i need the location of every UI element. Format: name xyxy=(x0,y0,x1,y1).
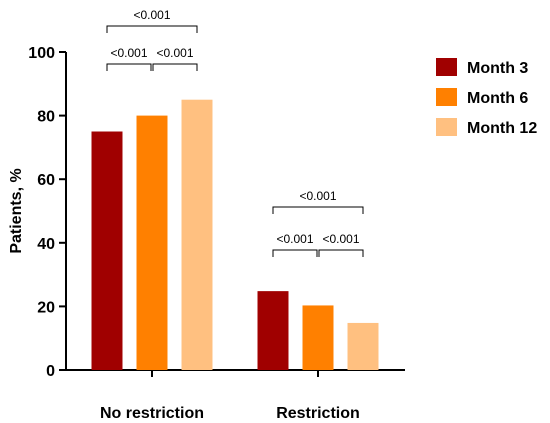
legend-swatch xyxy=(436,58,457,76)
bar xyxy=(302,305,334,370)
legend: Month 3 Month 6 Month 12 xyxy=(436,58,537,137)
significance-label: <0.001 xyxy=(133,8,170,22)
significance-label: <0.001 xyxy=(156,46,193,60)
x-tick-label: No restriction xyxy=(100,405,204,422)
y-tick-label: 80 xyxy=(37,109,55,126)
legend-swatch xyxy=(436,118,457,136)
x-tick-label: Restriction xyxy=(276,405,360,422)
significance-bracket xyxy=(272,206,364,214)
bar xyxy=(257,291,289,370)
legend-swatch xyxy=(436,88,457,106)
legend-label: Month 3 xyxy=(467,60,528,77)
bar xyxy=(347,322,379,370)
significance-bracket xyxy=(318,249,364,257)
significance-bracket xyxy=(106,25,198,33)
y-axis-label: Patients, % xyxy=(8,168,25,253)
y-tick-label: 20 xyxy=(37,299,55,316)
legend-label: Month 6 xyxy=(467,90,528,107)
significance-bracket xyxy=(152,63,198,71)
significance-annotations: <0.001 <0.001 <0.001 <0.001 <0.001 <0.001 xyxy=(106,8,364,257)
significance-label: <0.001 xyxy=(110,46,147,60)
y-tick-label: 40 xyxy=(37,236,55,253)
significance-label: <0.001 xyxy=(322,232,359,246)
significance-label: <0.001 xyxy=(299,189,336,203)
bar xyxy=(91,131,123,370)
x-tick-labels: No restriction Restriction xyxy=(100,405,360,422)
y-tick-label: 0 xyxy=(46,363,55,380)
y-tick-label: 100 xyxy=(28,45,55,62)
significance-bracket xyxy=(106,63,152,71)
significance-bracket xyxy=(272,249,318,257)
significance-label: <0.001 xyxy=(276,232,313,246)
bars xyxy=(91,99,379,370)
bar xyxy=(136,115,168,370)
y-tick-label: 60 xyxy=(37,172,55,189)
bar xyxy=(181,99,213,370)
legend-label: Month 12 xyxy=(467,120,537,137)
